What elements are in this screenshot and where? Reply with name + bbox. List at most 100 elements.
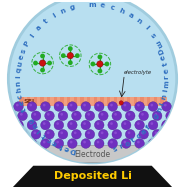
Text: c: c [110,4,115,11]
Circle shape [83,104,86,106]
Text: h: h [16,87,23,93]
Text: n: n [60,7,67,15]
Text: t: t [43,18,49,24]
Circle shape [14,139,23,148]
Text: i: i [162,89,169,92]
Circle shape [137,122,140,125]
Circle shape [31,111,41,121]
Circle shape [20,113,23,116]
Circle shape [168,113,171,116]
Text: g: g [153,112,160,120]
Circle shape [162,102,171,111]
Circle shape [121,139,131,148]
Circle shape [98,111,108,121]
Text: c: c [17,94,24,99]
Circle shape [33,113,36,116]
Text: e: e [18,54,25,60]
Circle shape [45,111,54,121]
Circle shape [110,141,113,143]
Circle shape [98,129,108,139]
Circle shape [155,113,157,116]
Text: m: m [89,2,96,8]
Bar [87,97,90,106]
Text: l: l [29,33,36,38]
Circle shape [40,68,45,73]
Text: e: e [100,2,105,9]
Circle shape [14,102,23,111]
Text: m: m [154,39,162,49]
Text: n: n [156,106,164,114]
Circle shape [18,111,27,121]
Circle shape [8,0,177,163]
Circle shape [70,122,73,125]
Circle shape [68,120,77,130]
Circle shape [14,120,23,130]
Text: a: a [140,128,148,136]
Text: g: g [69,4,76,11]
Circle shape [139,129,149,139]
Circle shape [43,104,46,106]
Circle shape [41,120,50,130]
Circle shape [114,132,117,134]
Circle shape [162,139,171,148]
Bar [20,97,24,106]
Circle shape [58,129,68,139]
Circle shape [75,53,80,58]
Circle shape [41,139,50,148]
Circle shape [27,102,37,111]
Circle shape [148,120,158,130]
Text: m: m [163,80,170,88]
Circle shape [101,132,103,134]
Text: r: r [119,143,125,150]
Circle shape [97,122,99,125]
Circle shape [27,139,37,148]
Bar [80,97,84,106]
Text: c: c [135,133,142,140]
Circle shape [124,104,126,106]
Circle shape [54,102,64,111]
Circle shape [16,122,19,125]
Circle shape [152,129,162,139]
Circle shape [40,54,45,58]
Polygon shape [13,166,172,187]
Circle shape [155,132,157,134]
Circle shape [72,129,81,139]
Circle shape [56,141,59,143]
Text: i: i [15,75,21,78]
Circle shape [97,141,99,143]
Text: i: i [52,12,57,19]
Circle shape [47,61,52,65]
Circle shape [85,111,95,121]
Circle shape [47,132,50,134]
Text: h: h [118,7,125,15]
Circle shape [128,132,130,134]
Circle shape [150,122,153,125]
Circle shape [27,120,37,130]
Circle shape [56,104,59,106]
Circle shape [135,120,144,130]
Bar [120,97,124,106]
Circle shape [16,104,19,106]
Circle shape [70,104,73,106]
Text: a: a [127,12,134,19]
Circle shape [164,141,167,143]
Circle shape [166,111,175,121]
Circle shape [81,102,91,111]
Circle shape [108,139,117,148]
Circle shape [70,141,73,143]
Circle shape [83,122,86,125]
Circle shape [83,141,86,143]
Bar [47,97,50,106]
Bar [140,97,144,106]
Circle shape [43,122,46,125]
Bar [134,97,137,106]
Circle shape [33,61,38,65]
Circle shape [114,113,117,116]
Circle shape [150,104,153,106]
Circle shape [54,139,64,148]
Text: D: D [157,47,165,55]
Circle shape [108,102,117,111]
Text: SEI: SEI [23,99,34,104]
Bar [160,97,164,106]
Circle shape [68,46,73,51]
